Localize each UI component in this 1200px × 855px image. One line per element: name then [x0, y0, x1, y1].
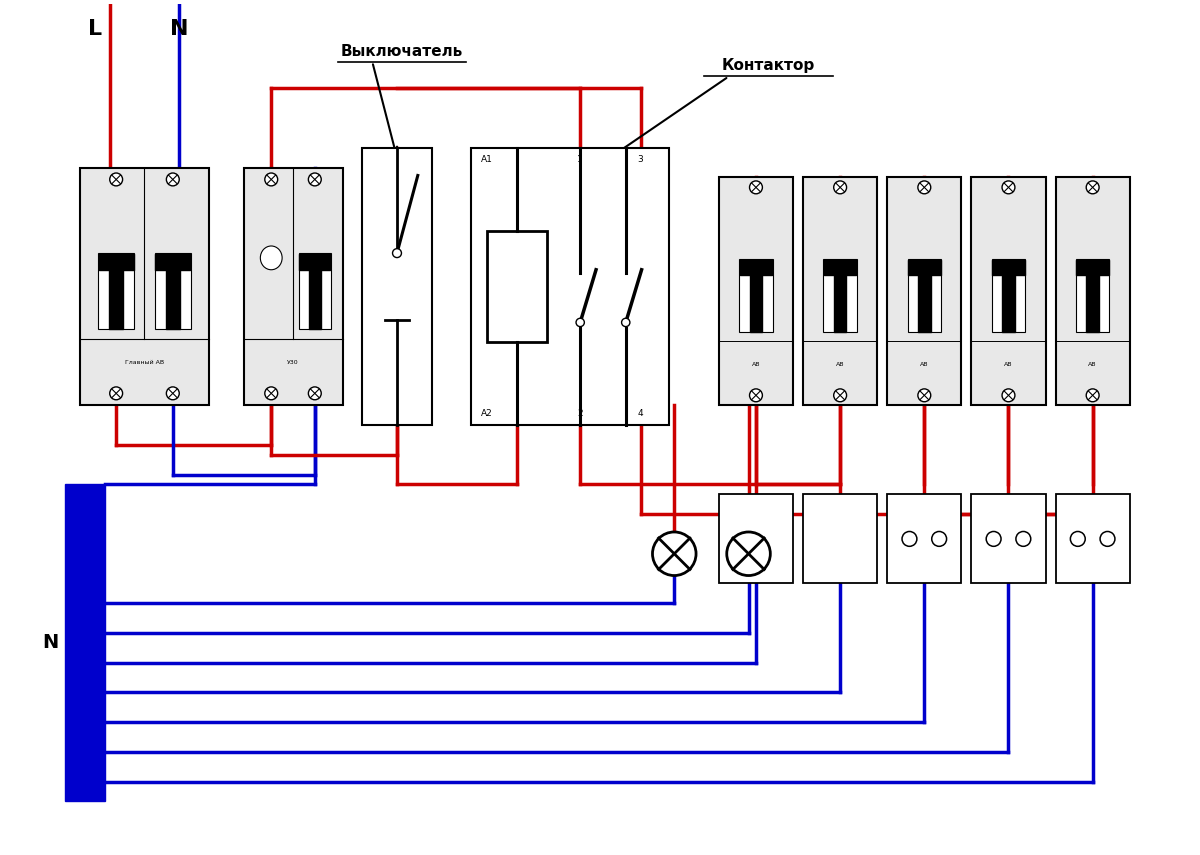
Bar [1056, 178, 1129, 405]
Bar [487, 231, 546, 342]
Bar [971, 178, 1045, 405]
Bar [155, 253, 191, 329]
Circle shape [308, 387, 322, 400]
Text: 4: 4 [637, 409, 643, 417]
Circle shape [1100, 532, 1115, 546]
Text: N: N [170, 19, 188, 39]
Circle shape [167, 387, 179, 400]
Circle shape [653, 532, 696, 575]
Bar [739, 259, 773, 333]
Bar [887, 178, 961, 405]
Text: Выключатель: Выключатель [341, 44, 463, 59]
Circle shape [918, 389, 931, 402]
Circle shape [308, 173, 322, 186]
Bar [244, 168, 342, 405]
Circle shape [1086, 181, 1099, 194]
Ellipse shape [260, 246, 282, 270]
Circle shape [1016, 532, 1031, 546]
Text: АВ: АВ [1004, 362, 1013, 367]
Text: У30: У30 [287, 360, 299, 365]
Circle shape [727, 532, 770, 575]
Bar [887, 494, 961, 583]
Bar [1056, 494, 1129, 583]
Circle shape [109, 387, 122, 400]
Circle shape [109, 173, 122, 186]
Text: L: L [88, 19, 102, 39]
Circle shape [902, 532, 917, 546]
Bar [65, 485, 104, 801]
Circle shape [750, 389, 762, 402]
Text: АВ: АВ [920, 362, 929, 367]
Text: АВ: АВ [1088, 362, 1097, 367]
Text: N: N [42, 634, 59, 652]
Circle shape [265, 173, 277, 186]
Circle shape [918, 181, 931, 194]
Bar [472, 148, 670, 425]
Circle shape [265, 387, 277, 400]
Circle shape [834, 389, 846, 402]
Bar [971, 494, 1045, 583]
Text: АВ: АВ [836, 362, 845, 367]
Circle shape [167, 173, 179, 186]
Circle shape [1086, 389, 1099, 402]
Bar [823, 259, 857, 333]
Circle shape [931, 532, 947, 546]
Bar [1076, 259, 1109, 333]
Bar [362, 148, 432, 425]
Circle shape [750, 181, 762, 194]
Bar [299, 253, 331, 329]
Text: Контактор: Контактор [721, 58, 815, 74]
Circle shape [622, 318, 630, 327]
Text: 2: 2 [577, 409, 583, 417]
Bar [80, 168, 209, 405]
Bar [803, 494, 877, 583]
Circle shape [1002, 389, 1015, 402]
Text: Главный АВ: Главный АВ [125, 360, 164, 365]
Text: 1: 1 [577, 155, 583, 164]
Circle shape [1070, 532, 1085, 546]
Bar [98, 253, 134, 329]
Circle shape [1002, 181, 1015, 194]
Text: АВ: АВ [751, 362, 761, 367]
Bar [803, 178, 877, 405]
Text: A2: A2 [481, 409, 493, 417]
Circle shape [392, 249, 402, 257]
Text: 3: 3 [637, 155, 643, 164]
Circle shape [834, 181, 846, 194]
Circle shape [576, 318, 584, 327]
Text: A1: A1 [481, 155, 493, 164]
Circle shape [986, 532, 1001, 546]
Bar [991, 259, 1025, 333]
Bar [907, 259, 941, 333]
Bar [719, 178, 793, 405]
Bar [719, 494, 793, 583]
